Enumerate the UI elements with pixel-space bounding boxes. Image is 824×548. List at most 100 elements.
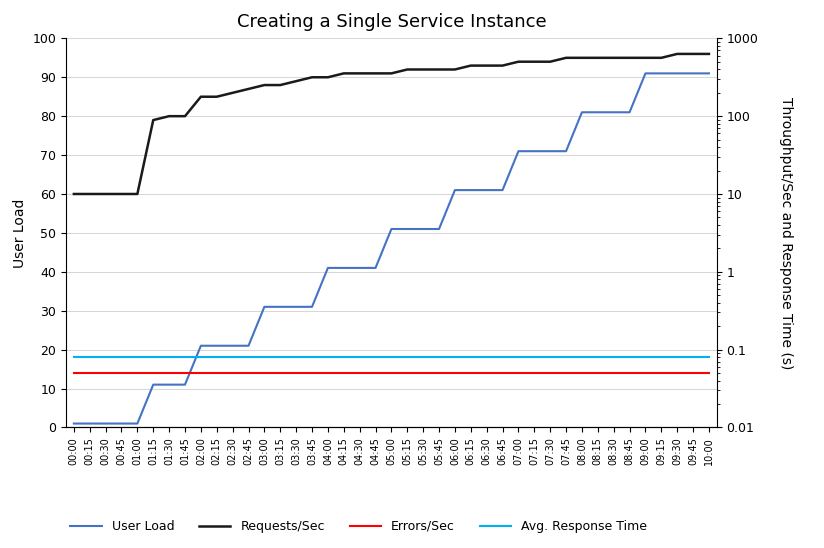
Avg. Response Time (419, 354, 428, 361)
Avg. Response Time (323, 354, 333, 361)
Requests/Sec (657, 54, 667, 61)
Errors/Sec (577, 370, 587, 376)
Requests/Sec (133, 191, 143, 197)
User Load (260, 304, 269, 310)
Errors/Sec (307, 370, 317, 376)
Requests/Sec (386, 70, 396, 77)
Requests/Sec (592, 54, 602, 61)
Errors/Sec (672, 370, 682, 376)
Errors/Sec (513, 370, 523, 376)
Requests/Sec (577, 54, 587, 61)
Errors/Sec (227, 370, 237, 376)
User Load (164, 381, 174, 388)
Errors/Sec (545, 370, 555, 376)
User Load (386, 226, 396, 232)
Avg. Response Time (386, 354, 396, 361)
Requests/Sec (307, 74, 317, 81)
Avg. Response Time (434, 354, 444, 361)
Avg. Response Time (196, 354, 206, 361)
User Load (291, 304, 301, 310)
Avg. Response Time (69, 354, 79, 361)
Requests/Sec (450, 66, 460, 73)
Requests/Sec (354, 70, 364, 77)
Avg. Response Time (101, 354, 110, 361)
Avg. Response Time (688, 354, 698, 361)
Avg. Response Time (291, 354, 301, 361)
Errors/Sec (625, 370, 634, 376)
Avg. Response Time (592, 354, 602, 361)
Avg. Response Time (148, 354, 158, 361)
Requests/Sec (275, 82, 285, 88)
Errors/Sec (450, 370, 460, 376)
User Load (672, 70, 682, 77)
Errors/Sec (291, 370, 301, 376)
Avg. Response Time (307, 354, 317, 361)
Avg. Response Time (212, 354, 222, 361)
Y-axis label: User Load: User Load (12, 198, 26, 267)
Requests/Sec (323, 74, 333, 81)
User Load (227, 342, 237, 349)
Errors/Sec (196, 370, 206, 376)
Errors/Sec (609, 370, 619, 376)
User Load (577, 109, 587, 116)
Errors/Sec (354, 370, 364, 376)
Errors/Sec (640, 370, 650, 376)
User Load (196, 342, 206, 349)
Legend: User Load, Requests/Sec, Errors/Sec, Avg. Response Time: User Load, Requests/Sec, Errors/Sec, Avg… (65, 515, 653, 538)
User Load (609, 109, 619, 116)
Avg. Response Time (450, 354, 460, 361)
Requests/Sec (101, 191, 110, 197)
User Load (419, 226, 428, 232)
Requests/Sec (116, 191, 126, 197)
Avg. Response Time (657, 354, 667, 361)
Requests/Sec (371, 70, 381, 77)
Requests/Sec (498, 62, 508, 69)
Requests/Sec (545, 59, 555, 65)
Avg. Response Time (672, 354, 682, 361)
Title: Creating a Single Service Instance: Creating a Single Service Instance (236, 13, 546, 31)
Avg. Response Time (339, 354, 349, 361)
User Load (133, 420, 143, 427)
Errors/Sec (466, 370, 475, 376)
Avg. Response Time (371, 354, 381, 361)
User Load (307, 304, 317, 310)
Requests/Sec (561, 54, 571, 61)
User Load (513, 148, 523, 155)
Avg. Response Time (227, 354, 237, 361)
Requests/Sec (148, 117, 158, 123)
Avg. Response Time (402, 354, 412, 361)
User Load (592, 109, 602, 116)
User Load (545, 148, 555, 155)
User Load (339, 265, 349, 271)
Errors/Sec (482, 370, 492, 376)
Avg. Response Time (244, 354, 254, 361)
Avg. Response Time (482, 354, 492, 361)
User Load (466, 187, 475, 193)
Y-axis label: Throughput/Sec and Response Time (s): Throughput/Sec and Response Time (s) (780, 96, 794, 369)
Requests/Sec (672, 50, 682, 57)
Avg. Response Time (180, 354, 190, 361)
User Load (354, 265, 364, 271)
Errors/Sec (434, 370, 444, 376)
Errors/Sec (212, 370, 222, 376)
User Load (69, 420, 79, 427)
Avg. Response Time (498, 354, 508, 361)
Requests/Sec (180, 113, 190, 119)
Avg. Response Time (640, 354, 650, 361)
User Load (85, 420, 95, 427)
Errors/Sec (657, 370, 667, 376)
Errors/Sec (116, 370, 126, 376)
Requests/Sec (339, 70, 349, 77)
Avg. Response Time (85, 354, 95, 361)
Errors/Sec (275, 370, 285, 376)
User Load (688, 70, 698, 77)
User Load (704, 70, 714, 77)
User Load (275, 304, 285, 310)
User Load (371, 265, 381, 271)
Requests/Sec (227, 89, 237, 96)
Avg. Response Time (561, 354, 571, 361)
Avg. Response Time (466, 354, 475, 361)
Errors/Sec (561, 370, 571, 376)
User Load (244, 342, 254, 349)
Avg. Response Time (354, 354, 364, 361)
